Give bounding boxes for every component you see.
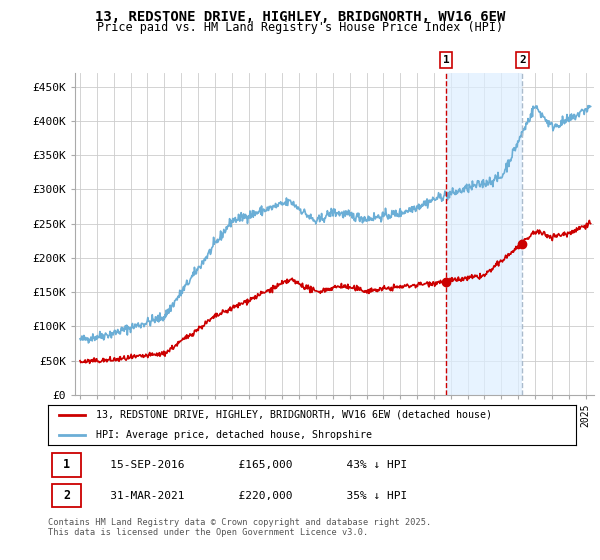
Bar [446, 73, 523, 395]
Text: 15-SEP-2016        £165,000        43% ↓ HPI: 15-SEP-2016 £165,000 43% ↓ HPI [90, 460, 407, 470]
Text: Price paid vs. HM Land Registry's House Price Index (HPI): Price paid vs. HM Land Registry's House … [97, 21, 503, 34]
Text: 1: 1 [63, 458, 70, 472]
Text: 2: 2 [519, 55, 526, 65]
Text: 31-MAR-2021        £220,000        35% ↓ HPI: 31-MAR-2021 £220,000 35% ↓ HPI [90, 491, 407, 501]
Text: 1: 1 [443, 55, 449, 65]
Text: HPI: Average price, detached house, Shropshire: HPI: Average price, detached house, Shro… [95, 430, 371, 440]
Text: 13, REDSTONE DRIVE, HIGHLEY, BRIDGNORTH, WV16 6EW: 13, REDSTONE DRIVE, HIGHLEY, BRIDGNORTH,… [95, 10, 505, 24]
Text: 13, REDSTONE DRIVE, HIGHLEY, BRIDGNORTH, WV16 6EW (detached house): 13, REDSTONE DRIVE, HIGHLEY, BRIDGNORTH,… [95, 410, 491, 420]
Text: Contains HM Land Registry data © Crown copyright and database right 2025.
This d: Contains HM Land Registry data © Crown c… [48, 518, 431, 538]
Text: 2: 2 [63, 489, 70, 502]
FancyBboxPatch shape [52, 484, 81, 507]
FancyBboxPatch shape [52, 453, 81, 477]
